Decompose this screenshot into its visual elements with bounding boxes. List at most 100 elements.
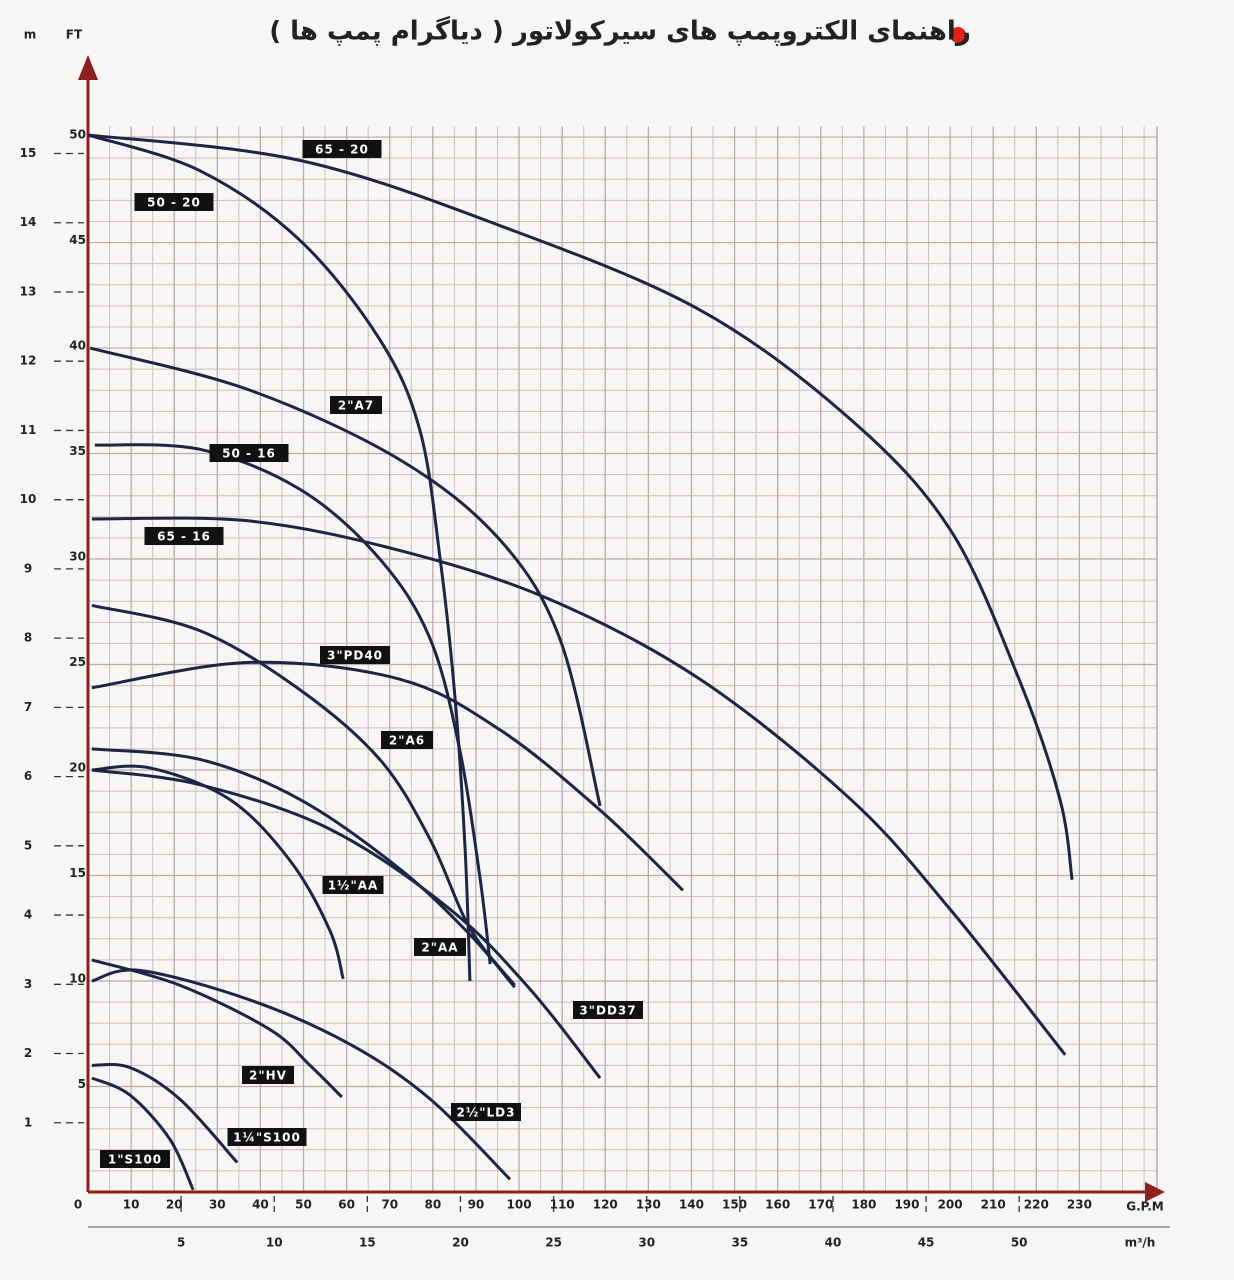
y-tick-label: 25: [69, 655, 86, 669]
x2-tick-label: 45: [918, 1236, 935, 1250]
curve-label-box: [322, 876, 384, 894]
x2-tick-label: 40: [825, 1236, 842, 1250]
curve-label-box: [242, 1066, 294, 1084]
pump-curve: [91, 768, 602, 1079]
pump-curve: [91, 1076, 195, 1191]
y2-tick-label: 13: [20, 284, 37, 298]
x-tick-label: 40: [252, 1198, 269, 1212]
pump-curve: [94, 443, 492, 965]
pump-curve: [87, 133, 1074, 880]
y2-axis-label: m: [24, 28, 37, 42]
x-axis-arrow: [1145, 1182, 1165, 1202]
pump-curve: [91, 660, 684, 892]
curve-label: 2"A7: [338, 399, 374, 413]
y-tick-label: 50: [69, 128, 86, 142]
pump-curve: [91, 968, 512, 1181]
title-bullet: [950, 27, 966, 43]
x-tick-label: 150: [722, 1198, 747, 1212]
y2-tick-label: 11: [20, 423, 37, 437]
x-tick-label: 80: [424, 1198, 441, 1212]
x-tick-label: 200: [938, 1198, 963, 1212]
curve-label-box: [414, 938, 466, 956]
x-tick-label: 10: [123, 1198, 140, 1212]
y-tick-label: 35: [69, 444, 86, 458]
x-tick-label: 210: [981, 1198, 1006, 1212]
y-tick-label: 45: [69, 233, 86, 247]
curve-label: 2"A6: [389, 734, 425, 748]
curve-label: 50 - 16: [222, 447, 276, 461]
y-tick-label: 20: [69, 761, 86, 775]
curve-label-box: [144, 527, 224, 545]
x-tick-label: 170: [808, 1198, 833, 1212]
curve-label: 3"DD37: [579, 1004, 636, 1018]
x-tick-label: 230: [1067, 1198, 1092, 1212]
y2-tick-label: 5: [24, 838, 32, 852]
y2-tick-label: 15: [20, 146, 37, 160]
y2-tick-label: 4: [24, 908, 32, 922]
curve-label-box: [320, 646, 390, 664]
x-tick-label: 90: [468, 1198, 485, 1212]
pump-curve: [91, 516, 1067, 1056]
curve-label: 2"AA: [421, 941, 458, 955]
y-axis-label: FT: [66, 28, 83, 42]
y2-tick-label: 14: [20, 215, 37, 229]
y2-tick-label: 12: [20, 354, 37, 368]
y-tick-label: 40: [69, 339, 86, 353]
x-tick-label: 100: [507, 1198, 532, 1212]
curve-label-box: [451, 1103, 521, 1121]
y2-tick-label: 8: [24, 631, 32, 645]
curve-label: 65 - 16: [157, 530, 211, 544]
y-tick-label: 30: [69, 550, 86, 564]
x-tick-label: 120: [593, 1198, 618, 1212]
x-tick-label: 30: [209, 1198, 226, 1212]
x-tick-label: 20: [166, 1198, 183, 1212]
x-tick-label: 190: [894, 1198, 919, 1212]
x-tick-label: 140: [679, 1198, 704, 1212]
curve-label: 65 - 20: [315, 143, 369, 157]
x2-axis-label: m³/h: [1125, 1236, 1156, 1250]
x-tick-label: 0: [74, 1198, 82, 1212]
y-tick-label: 5: [78, 1077, 86, 1091]
x-tick-label: 180: [851, 1198, 876, 1212]
y2-tick-label: 6: [24, 769, 32, 783]
x-axis-label: G.P.M: [1126, 1200, 1164, 1214]
pump-curve: [91, 1062, 239, 1164]
x-tick-label: 70: [381, 1198, 398, 1212]
curve-label: 3"PD40: [327, 649, 383, 663]
x2-tick-label: 30: [638, 1236, 655, 1250]
pump-curve: [89, 346, 602, 807]
curve-label-box: [209, 444, 289, 462]
curve-label: 1¼"S100: [233, 1131, 301, 1145]
curve-label-box: [100, 1150, 170, 1168]
curve-label-box: [134, 193, 214, 211]
pump-curve: [91, 958, 343, 1099]
x-tick-label: 220: [1024, 1198, 1049, 1212]
y2-tick-label: 3: [24, 977, 32, 991]
x-tick-label: 60: [338, 1198, 355, 1212]
y2-tick-label: 10: [20, 492, 37, 506]
curve-label-box: [573, 1001, 643, 1019]
y-axis-arrow: [78, 55, 98, 80]
y2-tick-label: 9: [24, 561, 32, 575]
curve-label-box: [227, 1128, 307, 1146]
x2-tick-label: 25: [545, 1236, 562, 1250]
x2-tick-label: 10: [266, 1236, 283, 1250]
x2-tick-label: 5: [177, 1236, 185, 1250]
x-tick-label: 130: [636, 1198, 661, 1212]
y-tick-label: 10: [69, 972, 86, 986]
curve-label: 1"S100: [108, 1153, 162, 1167]
chart-title: راهنمای الکتروپمپ های سیرکولاتور ( دیاگر…: [269, 16, 971, 47]
x2-tick-label: 15: [359, 1236, 376, 1250]
curve-label: 2"HV: [249, 1069, 287, 1083]
curve-label: 1½"AA: [328, 879, 379, 893]
curve-label-box: [330, 396, 382, 414]
curve-label-box: [302, 140, 382, 158]
curve-label-box: [381, 731, 433, 749]
pump-curve: [87, 133, 472, 982]
x2-tick-label: 35: [731, 1236, 748, 1250]
pump-curve: [91, 764, 345, 980]
y-tick-label: 15: [69, 866, 86, 880]
pump-curve: [91, 747, 516, 989]
